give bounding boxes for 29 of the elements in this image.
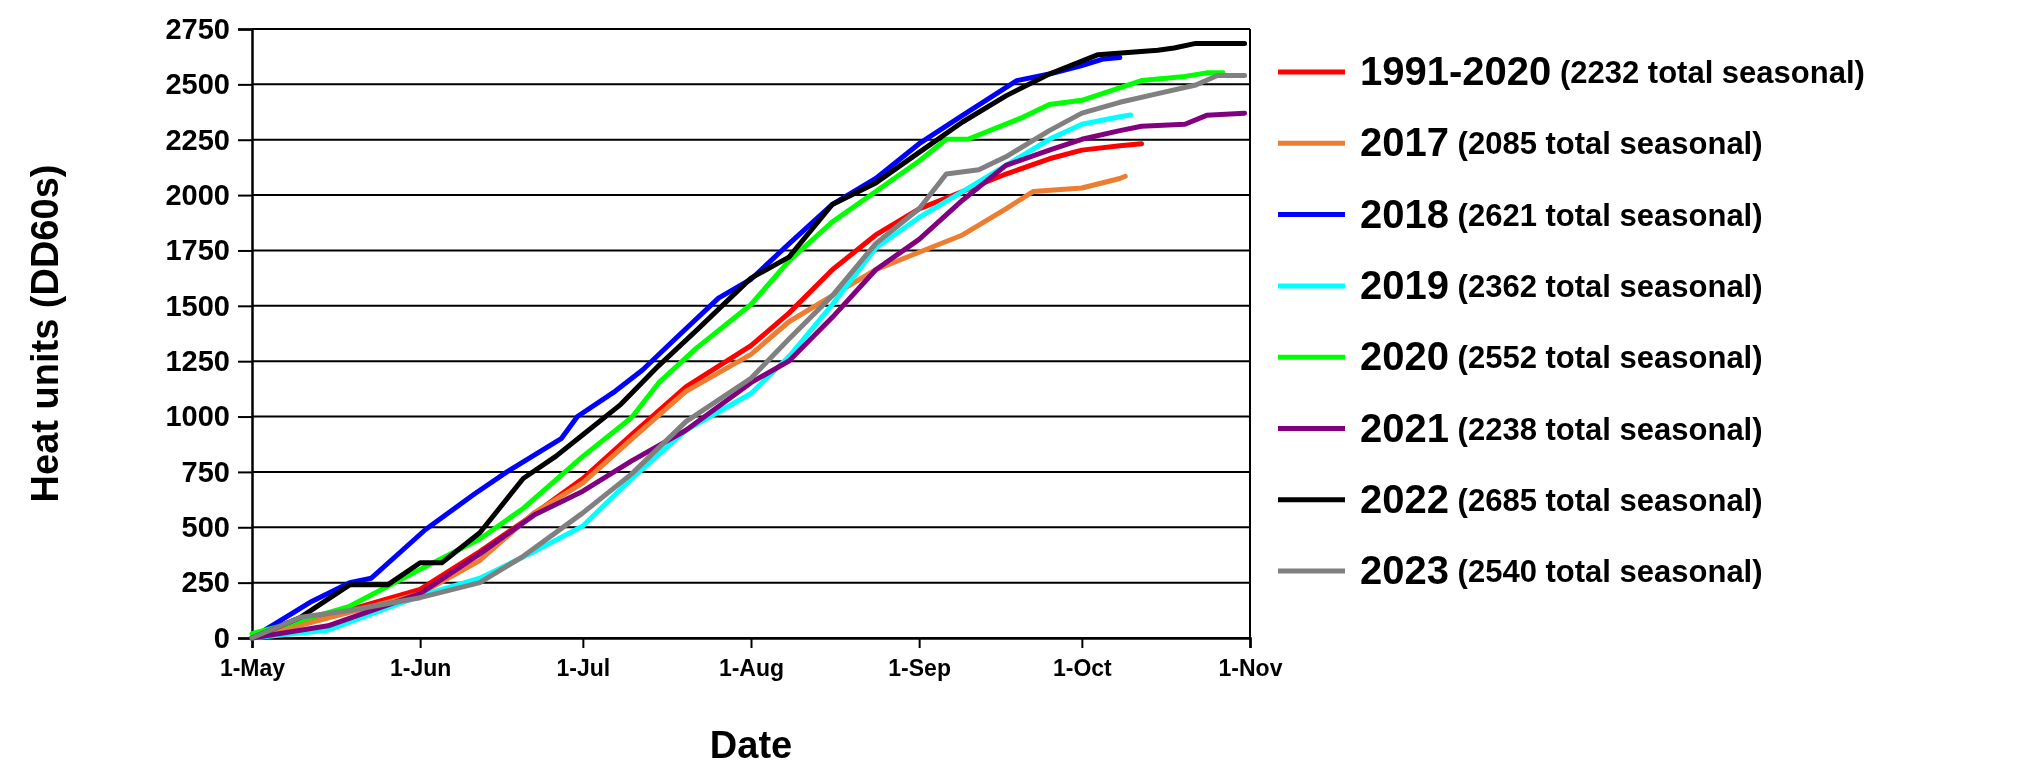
x-tick-label: 1-Sep (888, 655, 951, 682)
y-tick-label: 500 (181, 511, 230, 544)
legend-label: 2023 (2540 total seasonal) (1360, 548, 1763, 593)
legend-label: 2019 (2362 total seasonal) (1360, 262, 1763, 307)
y-tick-label: 2750 (165, 12, 230, 45)
y-tick-label: 0 (213, 621, 230, 654)
legend-label: 1991-2020 (2232 total seasonal) (1360, 49, 1865, 93)
y-tick-label: 1500 (165, 289, 230, 322)
x-tick-label: 1-Jun (389, 655, 452, 682)
legend-label: 2022 (2685 total seasonal) (1360, 476, 1763, 521)
y-axis-title: Heat units (DD60s) (24, 164, 66, 503)
legend-label: 2018 (2621 total seasonal) (1360, 191, 1763, 236)
y-tick-label: 250 (181, 566, 230, 599)
x-axis-title: Date (709, 724, 793, 766)
x-tick-label: 1-Nov (1218, 655, 1283, 682)
x-tick-label: 1-Oct (1052, 655, 1113, 682)
legend-label: 2021 (2238 total seasonal) (1360, 405, 1763, 450)
x-tick-label: 1-May (219, 655, 286, 682)
y-tick-label: 750 (181, 455, 230, 488)
x-tick-label: 1-Aug (718, 655, 785, 682)
y-tick-label: 1750 (165, 234, 230, 267)
legend-label: 2020 (2552 total seasonal) (1360, 334, 1763, 379)
x-tick-label: 1-Jul (556, 655, 611, 682)
y-tick-label: 1000 (165, 400, 230, 433)
y-tick-label: 2000 (165, 178, 230, 211)
y-tick-label: 2500 (165, 68, 230, 101)
y-tick-label: 2250 (165, 123, 230, 156)
y-tick-label: 1250 (165, 344, 230, 377)
legend-label: 2017 (2085 total seasonal) (1360, 120, 1763, 165)
